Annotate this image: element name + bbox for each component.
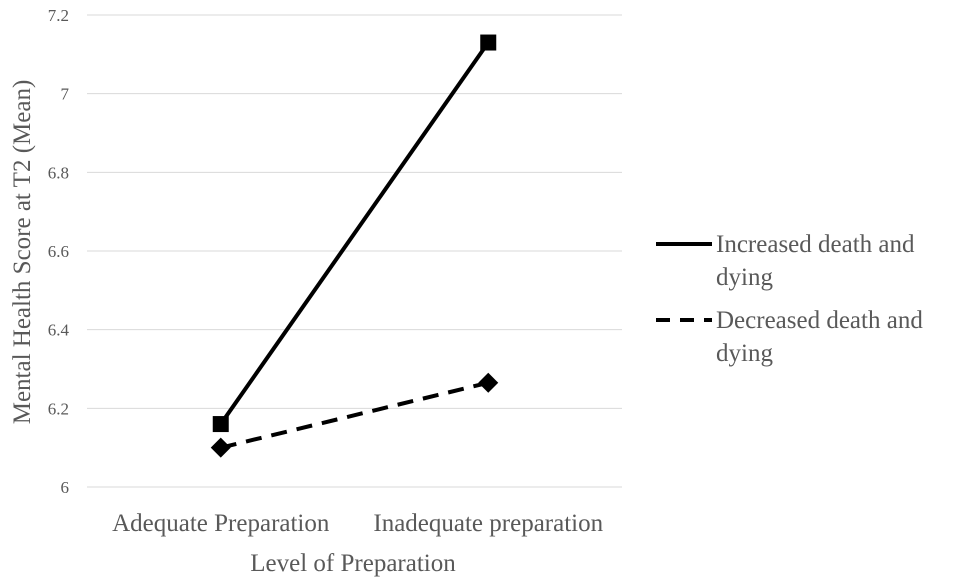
y-tick-label: 6.6 [48, 242, 69, 261]
legend-label: dying [716, 340, 773, 367]
y-tick-label: 6 [61, 478, 70, 497]
series-markers [210, 34, 499, 458]
y-tick-label: 6.8 [48, 163, 69, 182]
y-axis-title: Mental Health Score at T2 (Mean) [9, 80, 36, 425]
y-tick-label: 7 [61, 85, 70, 104]
y-tick-label: 7.2 [48, 6, 69, 25]
x-axis-title: Level of Preparation [250, 550, 456, 577]
legend-label: Increased death and [716, 231, 915, 258]
legend-label: dying [716, 264, 773, 291]
data-point-square [212, 416, 229, 433]
gridlines [87, 14, 622, 488]
data-point-diamond [478, 372, 499, 393]
y-tick-label: 6.2 [48, 399, 69, 418]
x-category-labels: Adequate Preparation Inadequate preparati… [112, 510, 604, 537]
data-point-square [480, 34, 497, 51]
y-tick-label: 6.4 [48, 321, 70, 340]
legend: Increased death and dying Decreased death … [656, 231, 923, 367]
x-category-label: Adequate Preparation [112, 510, 330, 537]
legend-label: Decreased death and [716, 307, 923, 334]
data-point-diamond [210, 437, 231, 458]
y-tick-labels: 6 6.2 6.4 6.6 6.8 7 7.2 [48, 6, 70, 497]
series-line [219, 41, 490, 426]
x-category-label: Inadequate preparation [373, 510, 603, 537]
series-lines [219, 41, 490, 450]
series-line [220, 380, 489, 450]
